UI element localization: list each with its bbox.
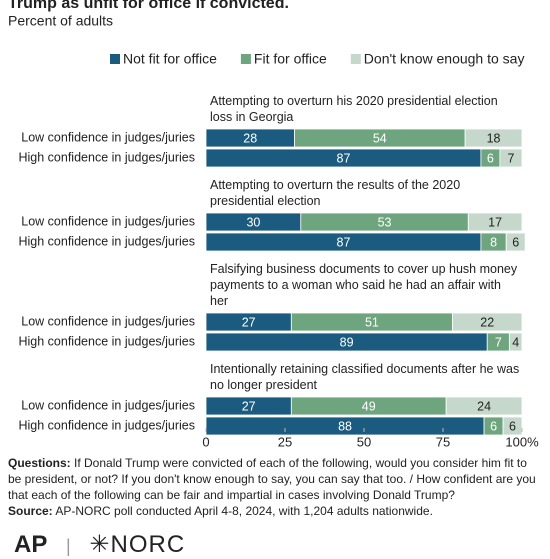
questions: If Donald Trump were convicted of each o… — [8, 456, 536, 502]
bar-segment — [445, 396, 523, 416]
questions-label: Questions: — [8, 456, 71, 470]
data-label: 8 — [490, 235, 497, 249]
legend-swatch — [350, 54, 361, 64]
category-label: High confidence in judges/juries — [19, 234, 196, 248]
x-tick-label: 100% — [505, 434, 539, 449]
chart-subtitle: Percent of adults — [8, 13, 113, 29]
category-label: High confidence in judges/juries — [19, 334, 196, 348]
data-label: 18 — [487, 131, 501, 145]
x-tick-label: 0 — [202, 434, 209, 449]
data-label: 27 — [242, 315, 256, 329]
category-label: High confidence in judges/juries — [19, 418, 196, 432]
logo-norc: ✳NORC — [89, 531, 186, 558]
data-label: 17 — [488, 215, 502, 229]
data-label: 6 — [509, 419, 516, 433]
source: AP-NORC poll conducted April 4-8, 2024, … — [55, 504, 433, 518]
data-label: 89 — [340, 335, 354, 349]
source-label: Source: — [8, 504, 53, 518]
category-label: Low confidence in judges/juries — [21, 398, 195, 412]
category-label: High confidence in judges/juries — [19, 150, 196, 164]
x-tick-label: 75 — [436, 434, 450, 449]
logo-ap: AP — [14, 531, 48, 558]
data-label: 27 — [242, 399, 256, 413]
data-label: 7 — [507, 151, 514, 165]
x-tick-label: 50 — [357, 434, 371, 449]
category-label: Low confidence in judges/juries — [21, 314, 195, 328]
data-label: 49 — [362, 399, 376, 413]
bar-segment — [508, 332, 523, 352]
data-label: 4 — [512, 335, 519, 349]
data-label: 7 — [495, 335, 502, 349]
logo-norc-text: NORC — [110, 531, 186, 558]
data-label: 51 — [365, 315, 379, 329]
legend-swatch — [110, 54, 120, 64]
divider: | — [66, 536, 71, 556]
bar-segment — [464, 128, 523, 148]
chart-title: Trump as unfit for office if convicted. — [8, 0, 289, 12]
group-title: Falsifying business documents to cover u… — [210, 262, 518, 308]
data-label: 53 — [378, 215, 392, 229]
legend-label: Fit for office — [254, 51, 327, 67]
legend-label: Not fit for office — [123, 51, 217, 67]
data-label: 87 — [337, 151, 351, 165]
legend-swatch — [240, 54, 251, 64]
group-title: Intentionally retaining classified docum… — [210, 362, 520, 392]
bar-segment — [452, 312, 523, 332]
category-label: Low confidence in judges/juries — [21, 214, 195, 228]
category-label: Low confidence in judges/juries — [21, 130, 195, 144]
data-label: 6 — [487, 151, 494, 165]
bar-segment — [499, 148, 523, 168]
data-label: 24 — [477, 399, 491, 413]
data-label: 87 — [337, 235, 351, 249]
group-title: Attempting to overturn the results of th… — [210, 178, 461, 208]
data-label: 6 — [512, 235, 519, 249]
data-label: 88 — [338, 419, 352, 433]
group-title: Attempting to overturn his 2020 presiden… — [210, 94, 498, 124]
logos: AP | ✳NORC — [14, 530, 185, 559]
bar-segment — [505, 232, 526, 252]
data-label: 6 — [490, 419, 497, 433]
data-label: 30 — [246, 215, 260, 229]
x-tick-label: 25 — [278, 434, 292, 449]
data-label: 22 — [480, 315, 494, 329]
bar-segment — [467, 212, 523, 232]
data-label: 54 — [373, 131, 387, 145]
legend-label: Don't know enough to say — [364, 51, 525, 67]
data-label: 28 — [243, 131, 257, 145]
footnote: Questions: If Donald Trump were convicte… — [8, 455, 542, 519]
bar-segment — [502, 416, 523, 436]
